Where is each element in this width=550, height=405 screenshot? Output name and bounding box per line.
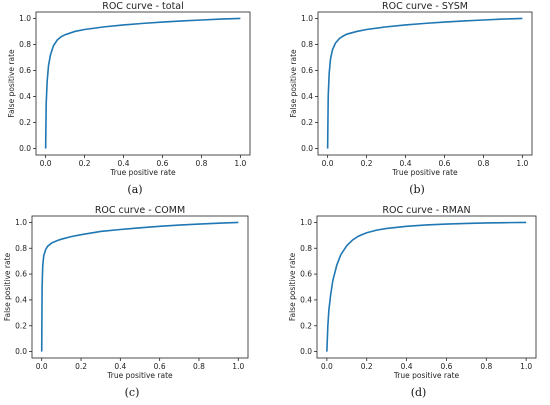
roc-curve-line (326, 17, 523, 149)
x-tick-label: 0.0 (321, 362, 333, 371)
x-tick-label: 0.8 (193, 362, 205, 371)
y-tick-label: 0.4 (301, 92, 313, 101)
panel-label: (c) (125, 386, 140, 399)
y-tick-label: 0.2 (301, 118, 313, 127)
x-tick-label: 0.2 (79, 159, 91, 168)
y-tick-label: 1.0 (19, 14, 31, 23)
x-tick-label: 0.6 (154, 362, 166, 371)
x-tick-label: 0.0 (40, 159, 52, 168)
chart-title: ROC curve - SYSM (382, 1, 468, 12)
x-axis-label: True positive rate (109, 168, 176, 177)
roc-curve-line (40, 221, 239, 352)
x-tick-label: 0.8 (480, 362, 492, 371)
x-tick-label: 0.6 (157, 159, 169, 168)
y-tick-label: 0.0 (15, 347, 27, 356)
y-tick-label: 0.4 (19, 92, 31, 101)
y-tick-label: 0.8 (15, 244, 27, 253)
x-tick-label: 0.2 (361, 159, 373, 168)
x-tick-label: 1.0 (516, 159, 528, 168)
panel-label: (b) (409, 183, 425, 196)
x-axis-label: True positive rate (393, 371, 460, 380)
x-tick-label: 0.4 (114, 362, 126, 371)
chart-title: ROC curve - total (102, 1, 184, 12)
y-tick-label: 1.0 (15, 218, 27, 227)
plot-frame (316, 215, 537, 359)
x-tick-label: 0.2 (361, 362, 373, 371)
y-tick-label: 0.0 (300, 347, 312, 356)
plot-frame (31, 215, 249, 359)
plot-frame (317, 11, 533, 156)
panel-rman: ROC curve - RMAN True positive rate Fals… (288, 205, 537, 399)
y-tick-label: 0.6 (15, 270, 27, 279)
x-tick-label: 1.0 (520, 362, 532, 371)
panel-label: (d) (411, 386, 427, 399)
panel-total: ROC curve - total True positive rate Fal… (7, 1, 251, 196)
y-axis-label: False positive rate (289, 49, 298, 118)
y-tick-label: 0.2 (15, 321, 27, 330)
x-tick-label: 0.4 (400, 159, 412, 168)
x-tick-label: 0.0 (36, 362, 48, 371)
y-tick-label: 0.6 (300, 270, 312, 279)
x-tick-label: 0.4 (118, 159, 130, 168)
chart-title: ROC curve - RMAN (382, 205, 470, 216)
y-axis-label: False positive rate (7, 49, 16, 118)
chart-title: ROC curve - COMM (95, 205, 185, 216)
y-tick-label: 0.6 (19, 66, 31, 75)
x-tick-label: 0.6 (439, 159, 451, 168)
y-axis-label: False positive rate (288, 252, 297, 321)
x-tick-label: 0.8 (195, 159, 207, 168)
plot-frame (35, 11, 251, 156)
y-tick-label: 0.0 (19, 144, 31, 153)
y-tick-label: 0.8 (300, 244, 312, 253)
x-axis-label: True positive rate (391, 168, 458, 177)
x-tick-label: 0.4 (401, 362, 413, 371)
x-tick-label: 0.8 (477, 159, 489, 168)
x-axis-label: True positive rate (106, 371, 173, 380)
panel-label: (a) (127, 183, 142, 196)
x-tick-label: 1.0 (234, 159, 246, 168)
x-tick-label: 1.0 (232, 362, 244, 371)
y-tick-label: 0.4 (15, 296, 27, 305)
y-tick-label: 0.2 (300, 321, 312, 330)
y-tick-label: 0.4 (300, 296, 312, 305)
panel-sysm: ROC curve - SYSM True positive rate Fals… (289, 1, 533, 196)
x-tick-label: 0.2 (75, 362, 87, 371)
y-tick-label: 0.8 (301, 40, 313, 49)
roc-curve-line (44, 17, 241, 149)
y-tick-label: 0.8 (19, 40, 31, 49)
y-tick-label: 0.0 (301, 144, 313, 153)
y-tick-label: 1.0 (301, 14, 313, 23)
y-tick-label: 0.2 (19, 118, 31, 127)
x-tick-label: 0.6 (440, 362, 452, 371)
x-tick-label: 0.0 (322, 159, 334, 168)
y-tick-label: 0.6 (301, 66, 313, 75)
roc-curve-line (326, 221, 527, 352)
y-tick-label: 1.0 (300, 218, 312, 227)
y-axis-label: False positive rate (3, 252, 12, 321)
panel-comm: ROC curve - COMM True positive rate Fals… (3, 205, 249, 399)
